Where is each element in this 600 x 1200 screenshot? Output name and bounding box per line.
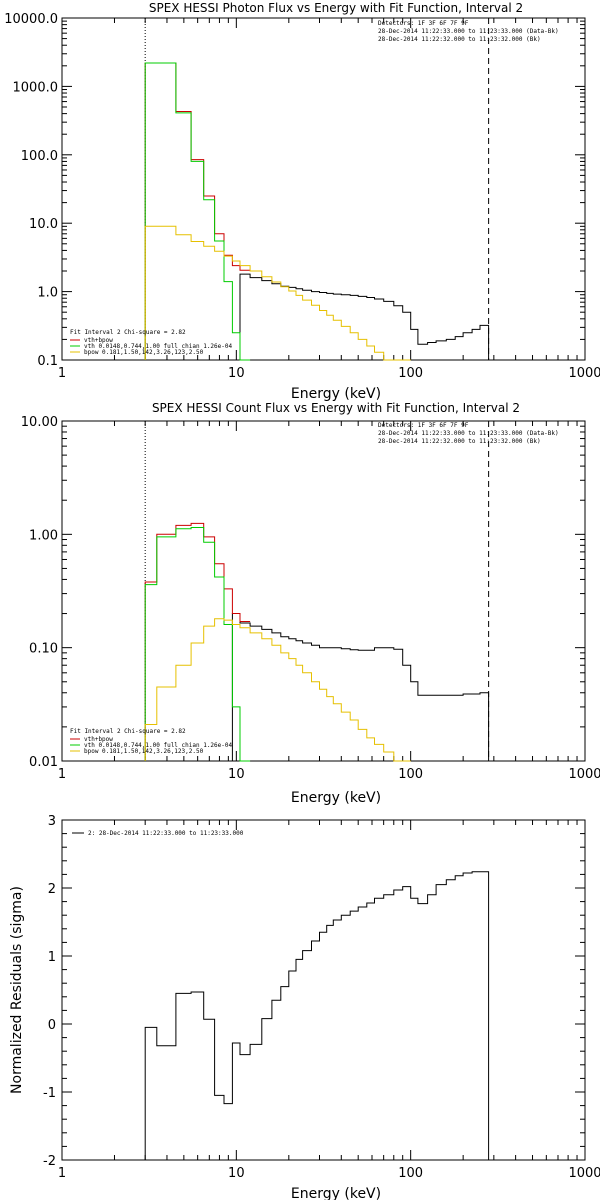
y-tick-label: 2 [48, 882, 56, 897]
y-tick-label: -1 [43, 1086, 56, 1101]
y-tick-label: 3 [48, 814, 56, 829]
panel-2-data-time: 28-Dec-2014 11:22:33.000 to 11:23:33.000… [378, 430, 559, 437]
panel-2-legend-bpow: bpow 0.181,1.50,142,3.26,123,2.50 [84, 748, 204, 755]
y-tick-label: 0 [48, 1018, 56, 1033]
series-bpow [144, 225, 411, 361]
plot-frame [61, 819, 586, 1161]
x-tick-label: 1000 [568, 767, 600, 782]
y-tick-label: 0.01 [29, 755, 58, 770]
x-tick-label: 1000 [568, 366, 600, 381]
x-tick-label: 100 [398, 366, 423, 381]
panel-1-legend-vth: vth 0.0148,0.744,1.00 full chian 1.26e-0… [84, 343, 232, 350]
plot-frame [61, 17, 586, 361]
panel-1-detectors: Detectors: 1F 3F 6F 7F 9F [378, 20, 469, 27]
x-tick-label: 1 [58, 1166, 66, 1181]
panel-2-legend-vth: vth 0.0148,0.744,1.00 full chian 1.26e-0… [84, 742, 232, 749]
panel-2-axes: 1 10 100 1000 0.01 0.10 1.00 10.00 [21, 415, 600, 782]
x-tick-label: 10 [228, 767, 245, 782]
y-tick-label: 1000.0 [13, 80, 59, 95]
panel-2-plot [144, 421, 490, 762]
y-tick-label: 1.00 [29, 528, 58, 543]
panel-2-xlabel: Energy (keV) [291, 790, 381, 806]
panel-3-ylabel: Normalized Residuals (sigma) [9, 886, 25, 1094]
panel-2-detectors: Detectors: 1F 3F 6F 7F 9F [378, 422, 469, 429]
panel-2-fit-header: Fit Interval 2 Chi-square = 2.82 [70, 728, 186, 735]
x-tick-label: 10 [228, 366, 245, 381]
plot-frame [61, 420, 586, 762]
series-residuals [144, 871, 490, 1160]
x-tick-label: 100 [398, 1166, 423, 1181]
panel-3-plot [144, 871, 490, 1160]
x-tick-label: 100 [398, 767, 423, 782]
panel-1-xlabel: Energy (keV) [291, 386, 381, 402]
panel-1-bk-time: 28-Dec-2014 11:22:32.000 to 11:23:32.000… [378, 36, 541, 43]
y-tick-label: 1 [48, 950, 56, 965]
panel-count-flux: SPEX HESSI Count Flux vs Energy with Fit… [21, 401, 600, 806]
panel-photon-flux: SPEX HESSI Photon Flux vs Energy with Fi… [4, 1, 600, 402]
y-tick-label: 10000.0 [4, 12, 58, 27]
panel-1-data-time: 28-Dec-2014 11:22:33.000 to 11:23:33.000… [378, 28, 559, 35]
y-tick-label: 1.0 [37, 286, 58, 301]
panel-1-title: SPEX HESSI Photon Flux vs Energy with Fi… [149, 1, 523, 15]
panel-2-bk-time: 28-Dec-2014 11:22:32.000 to 11:23:32.000… [378, 438, 541, 445]
x-tick-label: 1 [58, 767, 66, 782]
series-vth [144, 62, 251, 361]
panel-3-xlabel: Energy (keV) [291, 1186, 381, 1200]
panel-1-fit-header: Fit Interval 2 Chi-square = 2.82 [70, 329, 186, 336]
panel-1-legend-total: vth+bpow [84, 337, 113, 344]
panel-1-axes: 1 10 100 1000 0.1 1.0 10.0 100.0 1000.0 10000.0 [4, 12, 600, 381]
panel-1-legend-bpow: bpow 0.181,1.50,142,3.26,123,2.50 [84, 349, 204, 356]
y-tick-label: -2 [43, 1154, 56, 1169]
series-vth-bpow [144, 522, 251, 761]
y-tick-label: 100.0 [21, 149, 58, 164]
series-observed [231, 613, 490, 761]
y-tick-label: 10.0 [29, 217, 58, 232]
panel-residuals: 1 10 100 1000 -2 -1 0 1 2 3 Energy (keV) Normaliz… [9, 814, 600, 1200]
panel-1-plot [144, 18, 490, 361]
series-vth [144, 527, 251, 762]
series-vth-bpow [144, 62, 251, 360]
series-observed [239, 273, 490, 360]
panel-2-title: SPEX HESSI Count Flux vs Energy with Fit… [152, 401, 520, 415]
panel-2-legend-total: vth+bpow [84, 736, 113, 743]
series-bpow [144, 618, 411, 762]
y-tick-label: 0.1 [37, 354, 58, 369]
x-tick-label: 1 [58, 366, 66, 381]
x-tick-label: 10 [228, 1166, 245, 1181]
y-tick-label: 10.00 [21, 415, 58, 430]
panel-3-axes: 1 10 100 1000 -2 -1 0 1 2 3 [43, 814, 600, 1181]
x-tick-label: 1000 [568, 1166, 600, 1181]
y-tick-label: 0.10 [29, 642, 58, 657]
panel-3-legend: 2: 28-Dec-2014 11:22:33.000 to 11:23:33.… [88, 830, 244, 837]
